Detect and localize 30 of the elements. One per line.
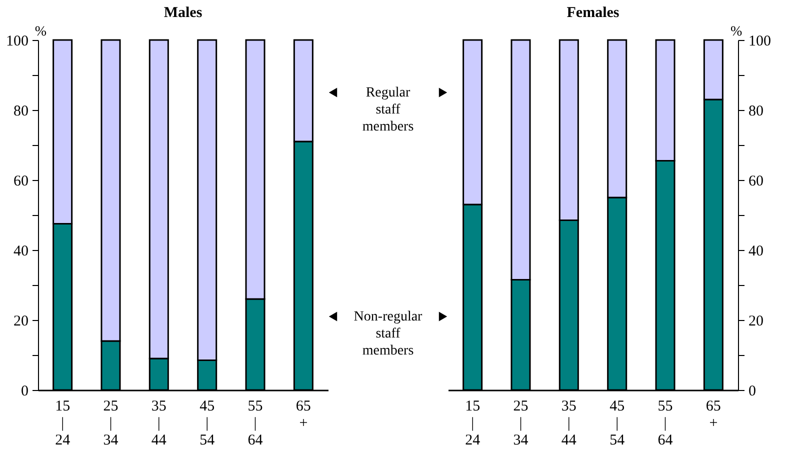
x-tick-label: 55 | 64 — [248, 398, 264, 448]
y-axis-title: % — [730, 24, 742, 40]
y-tick-label: 0 — [21, 384, 28, 400]
x-tick-label: 35 | 44 — [151, 398, 167, 448]
y-tick-label: 0 — [748, 384, 756, 400]
x-tick-label: 35 | 44 — [561, 398, 577, 448]
y-tick-label: 100 — [748, 34, 771, 50]
x-tick-label: 25 | 34 — [103, 398, 119, 448]
x-tick-label: 45 | 54 — [200, 398, 216, 448]
x-tick-label: 15 | 24 — [55, 398, 71, 448]
y-axis-title: % — [34, 24, 47, 40]
text: Regular staff members — [362, 86, 414, 134]
x-tick-label: 25 | 34 — [513, 398, 529, 448]
y-tick-label: 20 — [748, 314, 764, 330]
x-tick-label: 45 | 54 — [610, 398, 626, 448]
text: Non-regular staff members — [354, 310, 423, 358]
chart-title: Females — [566, 5, 620, 21]
y-tick-label: 20 — [14, 314, 28, 330]
y-tick-label: 40 — [748, 244, 764, 260]
y-tick-label: 80 — [14, 104, 28, 120]
y-tick-label: 40 — [14, 244, 28, 260]
y-tick-label: 100 — [6, 34, 28, 50]
x-tick-label: 65 + — [296, 398, 311, 432]
y-tick-label: 60 — [748, 174, 764, 190]
y-tick-label: 80 — [748, 104, 764, 120]
x-tick-label: 55 | 64 — [658, 398, 674, 448]
chart-title: Males — [164, 5, 202, 21]
x-tick-label: 65 + — [706, 398, 721, 432]
x-tick-label: 15 | 24 — [465, 398, 481, 448]
y-tick-label: 60 — [14, 174, 28, 190]
